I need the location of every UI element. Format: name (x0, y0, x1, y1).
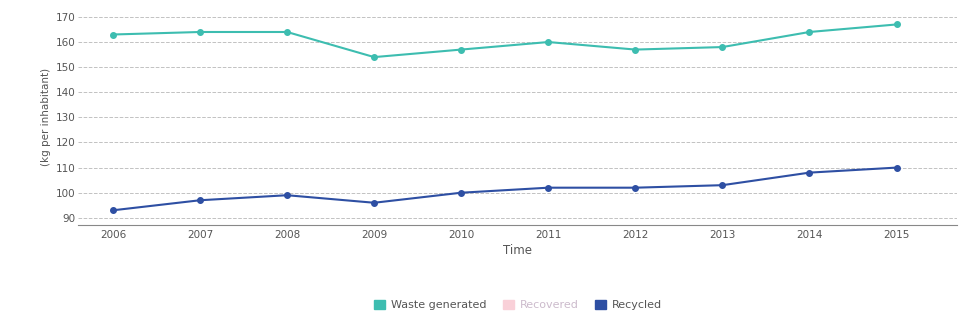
Y-axis label: (kg per inhabitant): (kg per inhabitant) (41, 68, 52, 167)
X-axis label: Time: Time (503, 244, 532, 257)
Legend: Waste generated, Recovered, Recycled: Waste generated, Recovered, Recycled (369, 295, 666, 313)
